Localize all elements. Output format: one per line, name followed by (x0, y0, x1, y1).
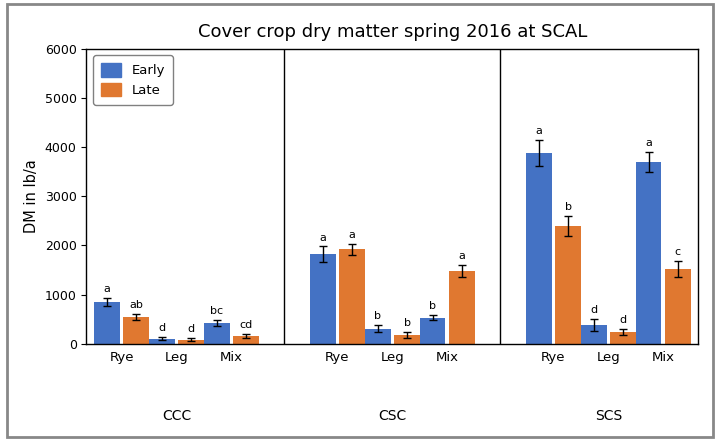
Text: CCC: CCC (162, 409, 191, 423)
Text: a: a (459, 251, 465, 261)
Bar (233, 336, 258, 344)
Bar (123, 318, 149, 344)
Text: CSC: CSC (378, 409, 407, 423)
Text: cd: cd (239, 320, 253, 330)
Bar (149, 339, 175, 344)
Text: a: a (536, 126, 542, 136)
Bar (581, 325, 606, 344)
Text: b: b (429, 302, 436, 311)
Legend: Early, Late: Early, Late (93, 55, 173, 105)
Y-axis label: DM in lb/a: DM in lb/a (24, 159, 39, 233)
Bar (365, 329, 390, 344)
Text: bc: bc (210, 306, 223, 316)
Bar (636, 162, 662, 344)
Title: Cover crop dry matter spring 2016 at SCAL: Cover crop dry matter spring 2016 at SCA… (198, 23, 587, 41)
Bar (395, 335, 420, 344)
Text: ab: ab (130, 300, 143, 310)
Text: b: b (374, 311, 382, 321)
Bar (555, 226, 581, 344)
Text: a: a (104, 284, 110, 294)
Text: d: d (187, 324, 194, 334)
Text: SCS: SCS (595, 409, 622, 423)
Text: b: b (403, 318, 410, 328)
Bar (449, 271, 474, 344)
Bar (179, 340, 204, 344)
Text: d: d (619, 315, 626, 325)
Text: a: a (348, 230, 356, 240)
Bar (610, 332, 636, 344)
Bar (665, 269, 690, 344)
Bar (310, 254, 336, 344)
Bar (339, 250, 365, 344)
Bar (204, 323, 230, 344)
Text: a: a (320, 232, 326, 243)
Text: b: b (564, 202, 572, 212)
Bar (94, 302, 120, 344)
Text: d: d (158, 323, 166, 333)
Bar (526, 153, 552, 344)
Text: c: c (675, 247, 681, 257)
Text: d: d (590, 305, 598, 315)
Bar (420, 318, 446, 344)
Text: a: a (645, 138, 652, 148)
